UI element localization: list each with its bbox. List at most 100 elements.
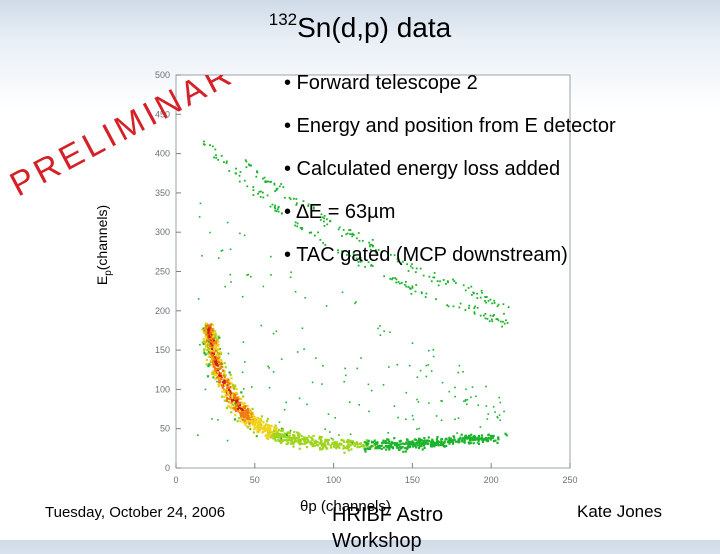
data-point bbox=[379, 334, 382, 337]
data-point bbox=[285, 401, 287, 404]
data-point bbox=[360, 357, 362, 359]
data-point bbox=[365, 443, 368, 446]
data-point bbox=[290, 439, 294, 442]
data-point bbox=[221, 384, 224, 387]
data-point bbox=[505, 434, 508, 437]
data-point bbox=[357, 261, 360, 263]
data-point bbox=[211, 335, 215, 338]
data-point bbox=[329, 219, 332, 222]
data-point bbox=[239, 170, 242, 173]
data-point bbox=[213, 360, 217, 363]
data-point bbox=[406, 438, 409, 442]
data-point bbox=[337, 443, 340, 446]
data-point bbox=[252, 413, 255, 417]
data-point bbox=[345, 445, 349, 448]
data-point bbox=[382, 441, 386, 444]
data-point bbox=[292, 442, 295, 445]
data-point bbox=[349, 444, 352, 447]
data-point bbox=[229, 407, 232, 410]
data-point bbox=[491, 436, 494, 440]
data-point bbox=[496, 318, 499, 320]
data-point bbox=[465, 388, 467, 391]
data-point bbox=[362, 445, 365, 448]
data-point bbox=[479, 296, 482, 299]
data-point bbox=[315, 443, 318, 447]
data-point bbox=[494, 411, 496, 413]
data-point bbox=[207, 329, 210, 332]
data-point bbox=[287, 441, 290, 445]
data-point bbox=[324, 445, 327, 448]
data-point bbox=[263, 425, 266, 428]
data-point bbox=[321, 446, 325, 450]
data-point bbox=[448, 440, 452, 443]
data-point bbox=[218, 367, 221, 370]
data-point bbox=[230, 401, 233, 404]
data-point bbox=[357, 232, 360, 234]
bullet-item: • Calculated energy loss added bbox=[284, 158, 561, 180]
data-point bbox=[212, 369, 215, 372]
data-point bbox=[233, 407, 236, 410]
data-point bbox=[297, 435, 301, 438]
data-point bbox=[478, 437, 481, 441]
data-point bbox=[400, 262, 402, 265]
data-point bbox=[295, 202, 298, 205]
data-point bbox=[247, 416, 250, 419]
data-point bbox=[275, 210, 278, 213]
data-point bbox=[381, 251, 383, 254]
data-point bbox=[418, 441, 421, 444]
data-point bbox=[419, 444, 423, 448]
data-point bbox=[365, 447, 368, 450]
data-point bbox=[252, 431, 256, 434]
data-point bbox=[388, 441, 390, 444]
data-point bbox=[352, 253, 355, 256]
data-point bbox=[259, 196, 262, 198]
data-point bbox=[297, 434, 300, 437]
data-point bbox=[418, 445, 421, 448]
data-point bbox=[414, 271, 417, 274]
x-tick-label: 0 bbox=[173, 475, 178, 485]
data-point bbox=[274, 427, 277, 430]
data-point bbox=[235, 401, 238, 404]
data-point bbox=[207, 365, 210, 368]
data-point bbox=[268, 386, 271, 389]
data-point bbox=[265, 420, 269, 423]
data-point bbox=[220, 358, 223, 362]
data-point bbox=[322, 364, 324, 367]
data-point bbox=[213, 351, 216, 354]
data-point bbox=[417, 401, 420, 403]
data-point bbox=[215, 354, 218, 357]
data-point bbox=[411, 445, 415, 448]
data-point bbox=[205, 358, 208, 361]
data-point bbox=[217, 257, 220, 259]
data-point bbox=[395, 281, 398, 284]
slide-title: 132Sn(d,p) data bbox=[0, 10, 720, 44]
title-mass-number: 132 bbox=[268, 10, 298, 29]
data-point bbox=[202, 337, 205, 341]
data-point bbox=[226, 386, 229, 389]
data-point bbox=[268, 429, 271, 432]
data-point bbox=[216, 338, 219, 341]
data-point bbox=[438, 440, 441, 444]
data-point bbox=[245, 166, 248, 169]
data-point bbox=[465, 436, 468, 439]
data-point bbox=[253, 418, 257, 421]
data-point bbox=[229, 390, 232, 393]
data-point bbox=[296, 225, 299, 228]
data-point bbox=[468, 437, 472, 441]
data-point bbox=[325, 305, 328, 307]
data-point bbox=[310, 441, 313, 444]
data-point bbox=[218, 354, 221, 358]
data-point bbox=[276, 433, 280, 436]
data-point bbox=[301, 327, 304, 330]
data-point bbox=[238, 411, 242, 414]
data-point bbox=[439, 280, 441, 283]
data-point bbox=[224, 380, 227, 384]
data-point bbox=[288, 196, 291, 199]
data-point bbox=[281, 440, 284, 443]
data-point bbox=[416, 428, 418, 430]
data-point bbox=[243, 361, 246, 363]
data-point bbox=[409, 443, 412, 446]
data-point bbox=[416, 398, 418, 401]
data-point bbox=[486, 317, 489, 320]
data-point bbox=[274, 433, 278, 437]
